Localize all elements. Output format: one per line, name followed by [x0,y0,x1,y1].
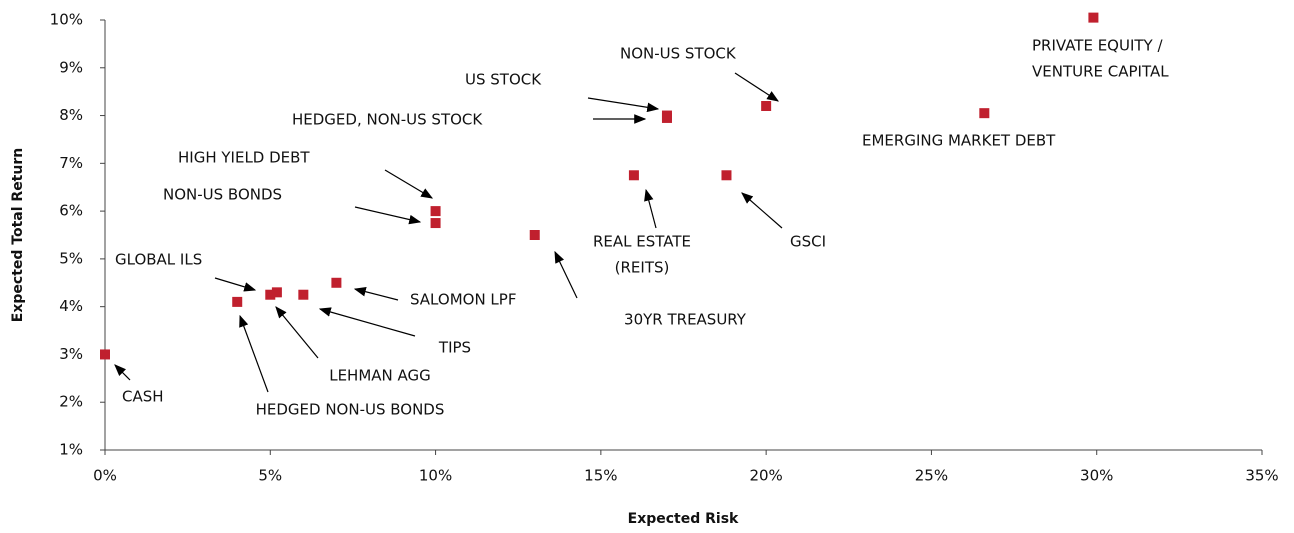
point [232,296,243,307]
point [1088,12,1099,23]
y-tick-label: 9% [59,58,83,76]
label-arrow [741,192,783,229]
x-tick-label: 15% [584,467,617,485]
point-label: SALOMON LPF [410,291,516,309]
point-label: REAL ESTATE [593,233,691,251]
point-label: US STOCK [465,71,542,89]
point [661,110,672,121]
point [529,230,540,240]
x-tick-label: 25% [915,467,948,485]
point-label: GSCI [790,233,826,251]
point-label: HEDGED, NON-US STOCK [292,111,483,129]
label-arrow [587,97,660,113]
point-label: NON-US STOCK [620,45,737,63]
point [979,108,990,119]
point [100,349,110,360]
point-label: HEDGED NON-US BONDS [256,401,445,419]
point [430,206,441,217]
label-arrow [214,277,257,292]
point [430,218,441,229]
point-label: GLOBAL ILS [115,251,202,269]
point [761,101,772,111]
point-label: EMERGING MARKET DEBT [862,132,1056,150]
label-arrow [554,250,578,299]
label-arrow [384,169,434,199]
x-tick-label: 5% [258,467,282,485]
y-axis-label: Expected Total Return [10,148,26,322]
x-tick-label: 30% [1080,467,1113,485]
y-tick-label: 6% [59,202,83,220]
point [271,287,282,298]
y-tick-label: 4% [59,297,83,315]
point [331,277,342,288]
point-label: CASH [122,388,164,406]
point [265,289,276,300]
point-label: VENTURE CAPITAL [1032,63,1169,81]
x-axis-label: Expected Risk [628,511,739,527]
label-arrow [275,306,319,359]
y-tick-label: 3% [59,345,83,363]
y-tick-label: 7% [59,154,83,172]
point-label: 30YR TREASURY [624,311,747,329]
point-label: LEHMAN AGG [329,367,431,385]
label-arrow [734,72,780,102]
label-arrow [114,364,131,381]
y-tick-label: 1% [59,441,83,459]
point-label: PRIVATE EQUITY / [1032,37,1163,55]
label-arrow [354,206,422,225]
point-label: TIPS [438,339,471,357]
point [298,289,309,300]
x-tick-label: 20% [749,467,782,485]
x-tick-label: 10% [419,467,452,485]
point [721,170,732,181]
x-tick-label: 35% [1245,467,1278,485]
label-arrow [318,307,416,337]
y-tick-label: 5% [59,249,83,267]
label-arrow [239,314,269,393]
label-arrow [353,287,399,301]
point-label: NON-US BONDS [163,186,282,204]
y-tick-label: 8% [59,106,83,124]
label-arrow [644,188,657,229]
point-label: (REITS) [615,259,670,277]
x-tick-label: 0% [93,467,117,485]
y-tick-label: 10% [50,11,83,29]
point-label: HIGH YIELD DEBT [178,149,310,167]
point [628,170,639,181]
y-tick-label: 2% [59,393,83,411]
